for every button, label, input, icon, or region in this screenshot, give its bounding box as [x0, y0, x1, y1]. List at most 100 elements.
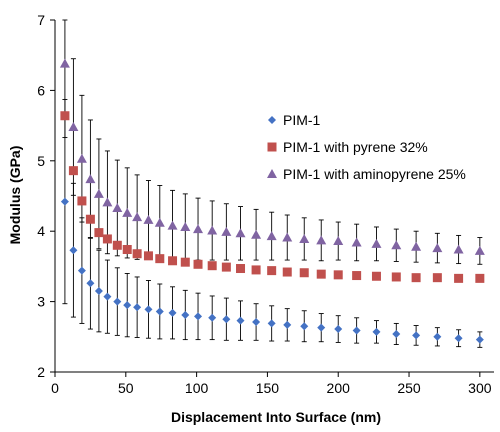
data-point: [351, 237, 362, 247]
data-point: [102, 234, 112, 244]
data-point: [221, 226, 232, 236]
data-point: [333, 270, 343, 280]
data-point: [69, 246, 78, 255]
data-point: [132, 249, 142, 259]
data-point: [333, 236, 344, 246]
data-point: [103, 292, 112, 301]
data-point: [168, 256, 178, 266]
data-point: [112, 240, 122, 250]
data-point: [371, 271, 381, 281]
x-tick-label: 250: [397, 380, 421, 396]
y-tick-label: 2: [37, 364, 45, 380]
data-point: [167, 220, 178, 230]
data-point: [144, 305, 153, 314]
data-point: [60, 197, 69, 206]
axes: 2 3 4 5 6 7 0 50 100 150 200 250 300: [37, 12, 494, 396]
legend-marker: [267, 142, 277, 152]
data-point: [433, 332, 442, 341]
data-point: [193, 224, 204, 234]
data-point: [251, 229, 262, 239]
data-point: [154, 217, 165, 227]
data-point: [221, 262, 231, 272]
data-point: [112, 202, 123, 212]
data-point: [207, 261, 217, 271]
data-point: [372, 327, 381, 336]
x-tick-label: 300: [468, 380, 492, 396]
data-point: [122, 245, 132, 255]
data-point: [475, 273, 485, 283]
data-point: [122, 207, 133, 217]
data-point: [181, 310, 190, 319]
data-point: [391, 272, 401, 282]
data-point: [85, 174, 96, 184]
legend-label: PIM-1 with aminopyrene 25%: [283, 166, 466, 182]
data-point: [317, 323, 326, 332]
data-point: [143, 214, 154, 224]
data-point: [113, 297, 122, 306]
data-point: [193, 259, 203, 269]
data-point: [68, 122, 79, 132]
x-tick-label: 100: [185, 380, 209, 396]
data-point: [392, 329, 401, 338]
data-point: [454, 273, 464, 283]
legend: PIM-1 PIM-1 with pyrene 32% PIM-1 with ami…: [267, 112, 466, 182]
data-point: [102, 197, 113, 207]
data-point: [252, 318, 261, 327]
data-point: [180, 221, 191, 231]
data-point: [454, 334, 463, 343]
data-point: [236, 316, 245, 325]
data-point: [266, 231, 277, 241]
data-point: [59, 58, 70, 68]
data-point: [282, 232, 293, 242]
x-axis-title: Displacement Into Surface (nm): [171, 409, 381, 425]
data-point: [391, 240, 402, 250]
data-point: [475, 335, 484, 344]
data-point: [68, 166, 78, 176]
x-tick-label: 50: [118, 380, 134, 396]
data-point: [474, 245, 485, 255]
data-point: [94, 287, 103, 296]
x-tick-label: 0: [51, 380, 59, 396]
data-point: [432, 273, 442, 283]
data-point: [267, 319, 276, 328]
data-point: [453, 244, 464, 254]
data-point: [235, 228, 246, 238]
data-point: [207, 225, 218, 235]
data-point: [123, 301, 132, 310]
data-point: [316, 269, 326, 279]
data-point: [77, 266, 86, 275]
data-point: [155, 307, 164, 316]
data-point: [411, 241, 422, 251]
y-tick-label: 6: [37, 82, 45, 98]
data-points: [59, 58, 485, 344]
data-point: [86, 279, 95, 288]
data-point: [299, 268, 309, 278]
error-bars: [62, 19, 483, 348]
data-point: [94, 228, 104, 238]
y-tick-label: 3: [37, 294, 45, 310]
legend-marker: [267, 169, 277, 178]
data-point: [371, 238, 382, 248]
data-point: [155, 254, 165, 264]
data-point: [236, 264, 246, 274]
data-point: [180, 257, 190, 267]
x-tick-label: 200: [327, 380, 351, 396]
data-point: [85, 214, 95, 224]
data-point: [412, 331, 421, 340]
data-point: [316, 235, 327, 245]
data-point: [411, 273, 421, 283]
y-tick-label: 4: [37, 223, 45, 239]
data-point: [76, 153, 87, 163]
data-point: [222, 315, 231, 324]
legend-label: PIM-1: [283, 112, 321, 128]
data-point: [352, 326, 361, 335]
data-point: [334, 325, 343, 334]
data-point: [60, 111, 70, 121]
data-point: [282, 267, 292, 277]
x-tick-label: 150: [256, 380, 280, 396]
y-tick-label: 7: [37, 12, 45, 28]
data-point: [299, 233, 310, 243]
data-point: [208, 313, 217, 322]
